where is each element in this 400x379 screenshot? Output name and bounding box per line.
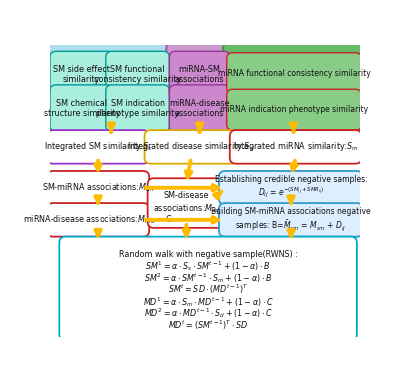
Text: Integrated SM similarity:$S_s$: Integrated SM similarity:$S_s$ bbox=[44, 140, 152, 153]
FancyBboxPatch shape bbox=[219, 171, 363, 205]
Text: SM chemical
structure similarity: SM chemical structure similarity bbox=[44, 99, 120, 118]
Text: Random walk with negative sample(RWNS) :: Random walk with negative sample(RWNS) : bbox=[119, 250, 298, 258]
FancyBboxPatch shape bbox=[227, 89, 362, 130]
Text: Establishing credible negative samples:
$D_{ij}$ = $e^{-(SM_{ij}+SMR_{ij})}$: Establishing credible negative samples: … bbox=[215, 175, 367, 200]
FancyBboxPatch shape bbox=[106, 51, 169, 98]
Text: $SM^2 = \alpha \cdot SM^{t-1} \cdot S_m + (1-\alpha) \cdot B$: $SM^2 = \alpha \cdot SM^{t-1} \cdot S_m … bbox=[144, 271, 272, 285]
Text: miRNA indication phenotype similarity: miRNA indication phenotype similarity bbox=[220, 105, 368, 114]
Text: $MD^1 = \alpha \cdot S_m \cdot MD^{t-1} + (1-\alpha) \cdot C$: $MD^1 = \alpha \cdot S_m \cdot MD^{t-1} … bbox=[143, 294, 274, 309]
Text: Integrated disease similarity:$S_d$: Integrated disease similarity:$S_d$ bbox=[127, 140, 255, 153]
FancyBboxPatch shape bbox=[166, 42, 233, 135]
Text: $MD^2 = \alpha \cdot MD^{t-1} \cdot S_d + (1-\alpha) \cdot C$: $MD^2 = \alpha \cdot MD^{t-1} \cdot S_d … bbox=[144, 307, 272, 320]
Text: miRNA-disease associations:$M_{md}$ = C: miRNA-disease associations:$M_{md}$ = C bbox=[23, 214, 173, 226]
Text: $SM^t = SD \cdot (MD^{t-1})^T$: $SM^t = SD \cdot (MD^{t-1})^T$ bbox=[168, 283, 248, 296]
FancyBboxPatch shape bbox=[50, 85, 114, 132]
FancyBboxPatch shape bbox=[47, 203, 149, 236]
Text: SM-miRNA associations:$M_{sm}$: SM-miRNA associations:$M_{sm}$ bbox=[42, 182, 154, 194]
FancyBboxPatch shape bbox=[59, 236, 357, 340]
FancyBboxPatch shape bbox=[227, 53, 362, 94]
FancyBboxPatch shape bbox=[148, 178, 225, 228]
Text: Building SM-miRNA associations negative
samples: B=$\bar{M}_{sm}$ = $M_{sm}$ + $: Building SM-miRNA associations negative … bbox=[211, 207, 371, 233]
Text: $MD^t = (SM^{t-1})^T \cdot SD$: $MD^t = (SM^{t-1})^T \cdot SD$ bbox=[168, 319, 248, 332]
Text: miRNA functional consistency similarity: miRNA functional consistency similarity bbox=[218, 69, 370, 78]
Text: SM side effect
similarity: SM side effect similarity bbox=[53, 65, 110, 85]
Text: SM functional
consistency similarity: SM functional consistency similarity bbox=[94, 65, 181, 85]
FancyBboxPatch shape bbox=[144, 130, 238, 164]
FancyBboxPatch shape bbox=[47, 42, 176, 135]
Text: SM indication
phenotype similarity: SM indication phenotype similarity bbox=[96, 99, 179, 118]
FancyBboxPatch shape bbox=[169, 85, 230, 132]
Text: Integrated miRNA similarity:$S_m$: Integrated miRNA similarity:$S_m$ bbox=[233, 140, 358, 153]
FancyBboxPatch shape bbox=[230, 130, 362, 164]
FancyBboxPatch shape bbox=[169, 51, 230, 98]
Text: miRNA-SM
associations: miRNA-SM associations bbox=[175, 65, 224, 85]
Text: SM-disease
associations:$M_{sd}$: SM-disease associations:$M_{sd}$ bbox=[153, 191, 220, 215]
Text: miRNA-disease
associations: miRNA-disease associations bbox=[169, 99, 230, 118]
FancyBboxPatch shape bbox=[47, 130, 149, 164]
FancyBboxPatch shape bbox=[219, 203, 363, 236]
FancyBboxPatch shape bbox=[106, 85, 169, 132]
FancyBboxPatch shape bbox=[47, 171, 149, 205]
FancyBboxPatch shape bbox=[50, 51, 114, 98]
FancyBboxPatch shape bbox=[223, 42, 364, 135]
Text: $SM^1 = \alpha \cdot S_s \cdot SM^{t-1} + (1-\alpha) \cdot B$: $SM^1 = \alpha \cdot S_s \cdot SM^{t-1} … bbox=[145, 259, 271, 273]
